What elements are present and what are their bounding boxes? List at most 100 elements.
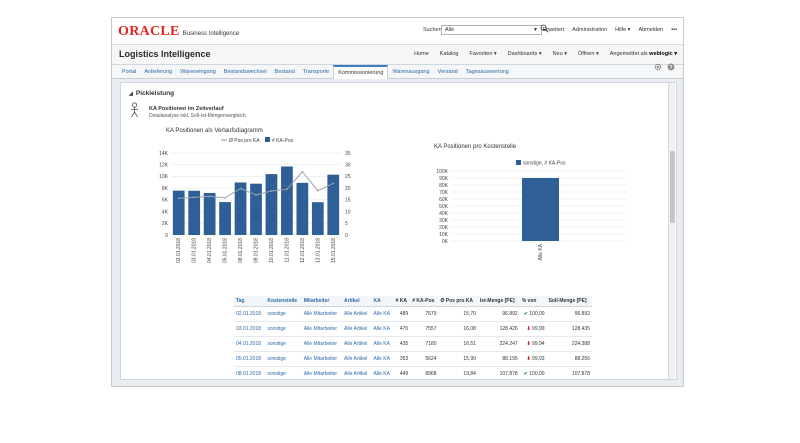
tab-bestandswechsel[interactable]: Bestandswechsel xyxy=(223,69,267,75)
table-cell[interactable]: Alle Artikel xyxy=(342,351,372,367)
table-cell[interactable]: sonstige xyxy=(265,306,302,322)
search-scope-select[interactable]: Alle ▼ xyxy=(441,25,542,35)
menu-home[interactable]: Home xyxy=(414,51,429,57)
table-cell: 7557 xyxy=(410,321,439,337)
tab-bestand[interactable]: Bestand xyxy=(274,69,295,75)
collapse-icon[interactable]: ◢ xyxy=(129,91,133,97)
menu-favorites[interactable]: Favoriten ▾ xyxy=(469,51,497,57)
bar xyxy=(296,182,309,235)
table-cell[interactable]: Alle Mitarbeiter xyxy=(301,321,343,337)
logo-bi-text: Business Intelligence xyxy=(182,31,240,37)
table-cell[interactable]: Alle KA xyxy=(371,351,394,367)
bar xyxy=(311,202,324,235)
table-cell[interactable]: 03.01.2018 xyxy=(234,321,266,337)
oracle-logo[interactable]: ORACLE Business Intelligence xyxy=(118,24,239,40)
title-bar: Logistics Intelligence Home Katalog Favo… xyxy=(112,45,683,65)
tab-tagesauswertung[interactable]: Tagesauswertung xyxy=(465,69,509,75)
tab-versand[interactable]: Versand xyxy=(437,69,458,75)
menu-dashboards[interactable]: Dashboards ▾ xyxy=(507,51,542,57)
table-cell: 16,51 xyxy=(438,336,478,352)
x-tick-label: 15.01.2018 xyxy=(331,238,337,263)
x-tick-label: 08.01.2018 xyxy=(238,238,244,263)
table-cell[interactable]: Alle KA xyxy=(371,366,394,379)
help-menu[interactable]: Hilfe ▾ xyxy=(615,27,631,33)
tab-warenausgang[interactable]: Warenausgang xyxy=(392,69,430,75)
table-cell[interactable]: 02.01.2018 xyxy=(234,306,266,322)
y-tick-label: 10K xyxy=(439,232,449,238)
table-cell[interactable]: Alle Mitarbeiter xyxy=(301,366,343,379)
browser-frame: ORACLE Business Intelligence Suchen Alle… xyxy=(111,17,684,387)
table-cell: 353 xyxy=(393,351,411,367)
bar xyxy=(250,183,262,235)
logout-link[interactable]: Abmelden xyxy=(638,27,664,33)
table-cell[interactable]: sonstige xyxy=(265,336,302,352)
table-cell: 224.247 xyxy=(477,336,520,352)
gear-icon[interactable] xyxy=(654,63,662,71)
tab-wareneingang[interactable]: Wareneingang xyxy=(180,69,216,75)
table-cell[interactable]: sonstige xyxy=(265,321,302,337)
y-tick-label-right: 5 xyxy=(345,221,348,227)
y-tick-label: 80K xyxy=(439,183,449,189)
table-cell[interactable]: 04.01.2018 xyxy=(234,336,266,352)
column-header[interactable]: Mitarbeiter xyxy=(301,296,343,307)
percent-cell: ⬇ 99,93 xyxy=(519,351,547,367)
detail-table: Tag Kostenstelle Mitarbeiter Artikel KA # KA #… xyxy=(234,296,592,379)
table-cell[interactable]: 05.01.2018 xyxy=(234,351,266,367)
line-point xyxy=(208,195,211,198)
table-cell[interactable]: Alle Mitarbeiter xyxy=(301,351,343,367)
table-cell[interactable]: sonstige xyxy=(265,366,302,379)
column-header[interactable]: Artikel xyxy=(342,296,372,307)
menu-new[interactable]: Neu ▾ xyxy=(552,51,568,57)
administration-link[interactable]: Administration xyxy=(572,27,608,33)
column-header[interactable]: Kostenstelle xyxy=(265,296,302,307)
bar xyxy=(234,182,247,235)
table-cell[interactable]: Alle Artikel xyxy=(342,306,372,322)
table-cell[interactable]: Alle KA xyxy=(371,306,394,322)
table-cell[interactable]: Alle Artikel xyxy=(342,336,372,352)
tab-kommissionierung[interactable]: Kommissionierung xyxy=(333,65,389,79)
line-point xyxy=(193,196,196,199)
tab-anlieferung[interactable]: Anlieferung xyxy=(144,69,173,75)
dashboard-content: ◢ Pickleistung KA Positionen im Zeitverla… xyxy=(120,82,677,380)
column-header[interactable]: Tag xyxy=(234,296,266,307)
y-tick-label: 30K xyxy=(439,218,449,224)
signed-in-info: Angemeldet als weblogic ▾ xyxy=(610,51,677,57)
more-icon[interactable]: ••• xyxy=(671,27,677,33)
section-header[interactable]: ◢ Pickleistung xyxy=(129,90,174,97)
table-cell[interactable]: Alle Artikel xyxy=(342,366,372,379)
menu-catalog[interactable]: Katalog xyxy=(439,51,459,57)
table-cell: 435 xyxy=(393,336,411,352)
table-cell: 19,84 xyxy=(438,366,478,379)
chart1-title: KA Positionen als Verlaufsdiagramm xyxy=(166,128,263,134)
table-cell[interactable]: sonstige xyxy=(265,351,302,367)
search-icon[interactable] xyxy=(540,24,549,33)
y-tick-label-right: 20 xyxy=(345,186,351,192)
vertical-scrollbar[interactable] xyxy=(668,83,675,379)
table-row: 05.01.2018 sonstige Alle Mitarbeiter Alle A… xyxy=(234,351,592,367)
table-cell: 15,70 xyxy=(438,306,478,322)
x-tick-label: 09.01.2018 xyxy=(254,238,260,263)
tab-portal[interactable]: Portal xyxy=(122,69,137,75)
help-icon[interactable]: ? xyxy=(667,63,675,71)
advanced-link[interactable]: Erweitert xyxy=(542,27,565,33)
bar xyxy=(281,166,293,235)
table-cell[interactable]: Alle KA xyxy=(371,336,394,352)
table-cell: 88.195 xyxy=(477,351,520,367)
table-cell[interactable]: Alle KA xyxy=(371,321,394,337)
dashboard-tabs: Portal Anlieferung Wareneingang Bestands… xyxy=(112,65,683,79)
x-tick-label: 05.01.2018 xyxy=(223,238,229,263)
x-tick-label: 03.01.2018 xyxy=(192,238,198,263)
column-header[interactable]: KA xyxy=(371,296,394,307)
table-cell[interactable]: Alle Mitarbeiter xyxy=(301,336,343,352)
table-cell[interactable]: Alle Artikel xyxy=(342,321,372,337)
check-icon: ✔ xyxy=(523,371,528,377)
cost-center-chart: sonstige, # KA-Pos 0K10K20K30K40K50K60K70… xyxy=(436,160,626,260)
user-menu[interactable]: weblogic ▾ xyxy=(649,51,677,57)
arrow-down-icon: ⬇ xyxy=(526,326,531,332)
tab-transporte[interactable]: Transporte xyxy=(302,69,330,75)
x-tick-label: 12.01.2018 xyxy=(300,238,306,263)
scrollbar-thumb[interactable] xyxy=(670,151,675,223)
menu-open[interactable]: Öffnen ▾ xyxy=(578,51,599,57)
table-cell[interactable]: 08.01.2018 xyxy=(234,366,266,379)
table-cell[interactable]: Alle Mitarbeiter xyxy=(301,306,343,322)
